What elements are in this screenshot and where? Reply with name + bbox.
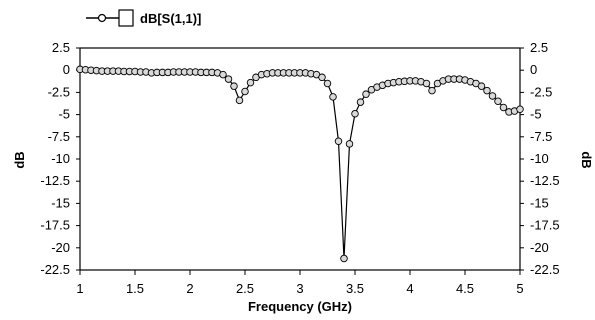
series-point	[224, 75, 233, 83]
left-axis-title: dB	[12, 151, 27, 168]
x-tick-label: 2	[186, 281, 193, 296]
x-ticks: 1 1.5 2 2.5 3 3.5 4 4.5 5	[76, 270, 524, 296]
series-point	[329, 93, 337, 101]
series-point	[428, 86, 436, 95]
series-point	[340, 254, 348, 263]
left-y-tick-label: -22.5	[40, 262, 70, 277]
series-point	[235, 96, 244, 105]
legend: dB[S(1,1)]	[86, 9, 201, 27]
series-point	[351, 109, 359, 118]
series-point	[356, 98, 365, 106]
right-ticks: 2.5 0 -2.5 -5 -7.5 -10 -12.5 -15 -17.5 -20 -22.5	[520, 40, 560, 277]
right-y-tick-label: -2.5	[530, 84, 552, 99]
left-y-tick-label: -5	[58, 107, 70, 122]
right-y-tick-label: -12.5	[530, 173, 560, 188]
series-point	[241, 87, 249, 96]
series-point	[488, 92, 497, 100]
right-axis-title: dB	[579, 151, 594, 168]
right-y-tick-label: 2.5	[530, 40, 548, 55]
left-y-tick-label: -10	[51, 151, 70, 166]
right-y-tick-label: -7.5	[530, 129, 552, 144]
x-axis-title: Frequency (GHz)	[248, 299, 352, 314]
series-point	[230, 82, 238, 90]
right-y-tick-label: -22.5	[530, 262, 560, 277]
right-y-tick-label: 0	[530, 62, 537, 77]
x-tick-label: 3.5	[346, 281, 364, 296]
series-point	[323, 79, 332, 88]
right-y-tick-label: -15	[530, 195, 549, 210]
left-y-tick-label: -15	[51, 195, 70, 210]
right-y-tick-label: -20	[530, 240, 549, 255]
x-tick-label: 4.5	[456, 281, 474, 296]
series-markers	[76, 65, 524, 263]
series-point	[362, 90, 370, 98]
series-point	[516, 105, 524, 114]
x-tick-label: 1.5	[126, 281, 144, 296]
left-y-tick-label: -12.5	[40, 173, 70, 188]
series-point	[334, 137, 343, 145]
legend-label: dB[S(1,1)]	[140, 11, 201, 26]
left-y-tick-label: 2.5	[52, 40, 70, 55]
series-point	[422, 79, 431, 88]
right-y-tick-label: -10	[530, 151, 549, 166]
legend-box	[118, 9, 134, 27]
x-tick-label: 1	[76, 281, 83, 296]
right-y-tick-label: -17.5	[530, 218, 560, 233]
series-point	[345, 140, 354, 148]
left-ticks: 2.5 0 -2.5 -5 -7.5 -10 -12.5 -15 -17.5 -20 -22.5	[40, 40, 80, 277]
series-point	[499, 103, 508, 112]
left-y-tick-label: -17.5	[40, 218, 70, 233]
series-point	[494, 97, 502, 106]
legend-marker	[97, 13, 107, 23]
series-point	[219, 70, 227, 79]
series-point	[246, 78, 255, 87]
series-point	[318, 73, 326, 82]
x-tick-label: 4	[406, 281, 413, 296]
left-y-tick-label: -7.5	[48, 129, 70, 144]
series-point	[477, 82, 486, 90]
left-y-tick-label: -2.5	[48, 84, 70, 99]
left-y-tick-label: -20	[51, 240, 70, 255]
series-point	[483, 86, 491, 95]
x-tick-label: 2.5	[236, 281, 254, 296]
left-y-tick-label: 0	[63, 62, 70, 77]
x-tick-label: 5	[516, 281, 523, 296]
right-y-tick-label: -5	[530, 107, 542, 122]
x-tick-label: 3	[296, 281, 303, 296]
